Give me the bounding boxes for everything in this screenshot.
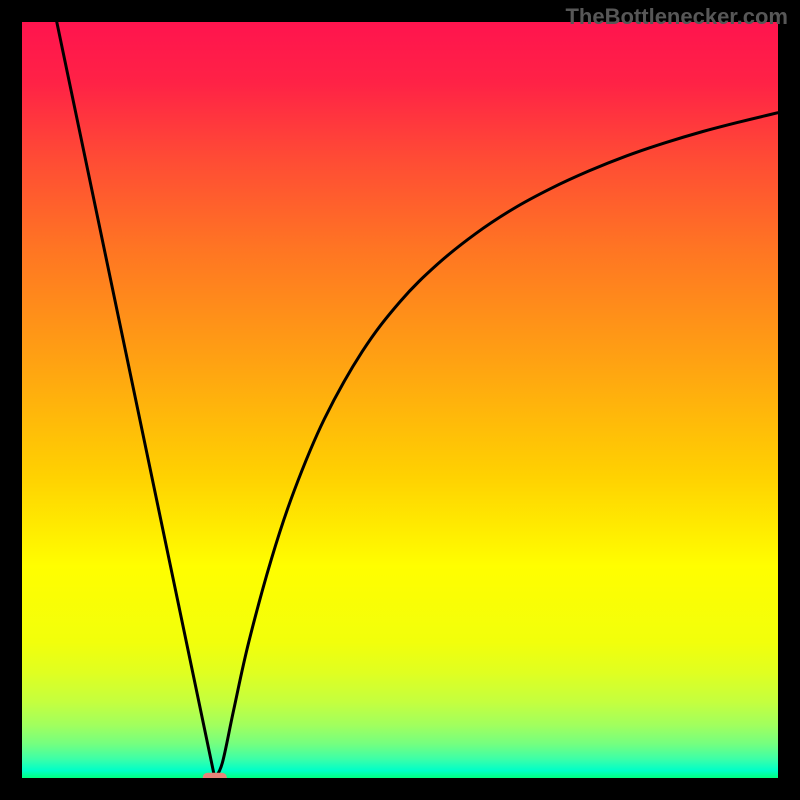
- performance-curve: [57, 22, 778, 778]
- plot-area: [22, 22, 778, 778]
- optimum-marker: [203, 773, 227, 778]
- curve-layer: [22, 22, 778, 778]
- watermark-text: TheBottlenecker.com: [565, 4, 788, 30]
- chart-container: TheBottlenecker.com: [0, 0, 800, 800]
